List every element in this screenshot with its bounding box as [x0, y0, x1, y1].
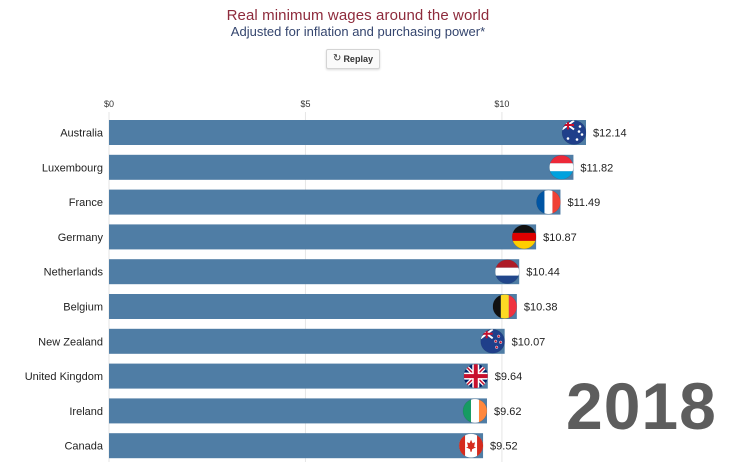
category-label: New Zealand: [38, 336, 103, 348]
luxembourg-flag-icon: [549, 155, 574, 180]
france-flag-icon: [536, 190, 561, 215]
category-label: Germany: [58, 232, 104, 244]
category-label: Ireland: [69, 406, 103, 418]
replay-icon: ↻: [333, 53, 342, 64]
bar: [109, 120, 586, 145]
replay-button[interactable]: ↻ Replay: [326, 49, 380, 69]
bar: [109, 259, 520, 285]
value-label: $9.64: [495, 371, 523, 383]
value-label: $10.07: [512, 336, 546, 348]
bar: [109, 294, 517, 319]
category-label: Australia: [60, 128, 104, 140]
value-label: $11.82: [580, 162, 613, 174]
value-label: $10.44: [526, 267, 560, 279]
category-label: Belgium: [63, 302, 103, 314]
chart-subtitle: Adjusted for inflation and purchasing po…: [230, 24, 486, 39]
bar: [109, 224, 537, 250]
bar: [109, 433, 484, 459]
category-label: Canada: [64, 441, 103, 453]
chart-title: Real minimum wages around the world: [226, 7, 490, 24]
belgium-flag-icon: [492, 294, 517, 319]
bar: [109, 398, 487, 424]
value-label: $12.14: [593, 128, 627, 140]
category-label: France: [69, 197, 103, 209]
replay-label: Replay: [343, 54, 373, 64]
category-label: Luxembourg: [42, 162, 103, 174]
ireland-flag-icon: [462, 398, 487, 423]
value-label: $11.49: [567, 197, 600, 209]
category-label: Netherlands: [44, 267, 104, 279]
value-label: $10.87: [543, 232, 577, 244]
bar: [109, 328, 505, 354]
value-label: $9.52: [490, 441, 518, 453]
australia-flag-icon: [562, 120, 586, 145]
bar: [109, 363, 488, 389]
x-tick-label: $0: [104, 99, 114, 109]
bar: [109, 154, 574, 180]
year-label: 2018: [566, 369, 717, 443]
value-label: $9.62: [494, 406, 522, 418]
canada-flag-icon: [459, 433, 484, 458]
netherlands-flag-icon: [495, 259, 520, 284]
bar: [109, 189, 561, 215]
category-label: United Kingdom: [25, 371, 103, 383]
value-label: $10.38: [524, 302, 558, 314]
x-tick-label: $10: [494, 99, 509, 109]
united-kingdom-flag-icon: [463, 364, 488, 389]
x-tick-label: $5: [300, 99, 310, 109]
germany-flag-icon: [512, 224, 537, 249]
